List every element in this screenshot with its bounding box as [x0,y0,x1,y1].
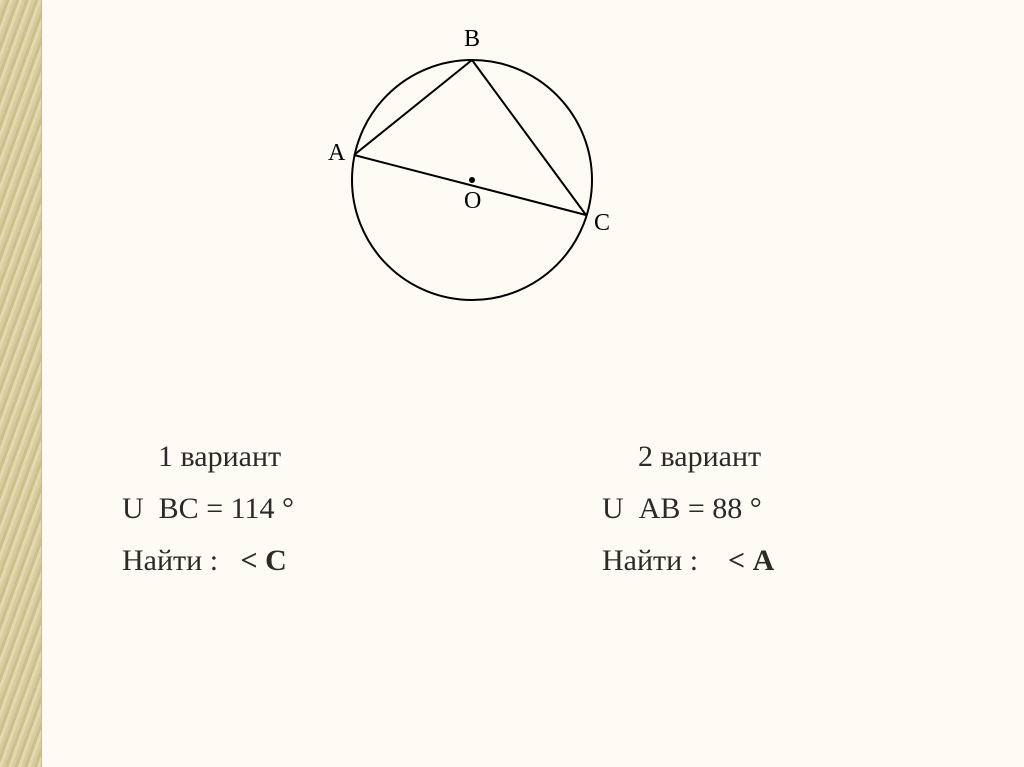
label-a: A [328,140,345,167]
arc-symbol: U [602,492,624,525]
find-label: Найти : [602,544,698,577]
find-target: < А [728,544,774,577]
decorative-left-strip [0,0,42,767]
arc-symbol: U [122,492,144,525]
variant-2-title: 2 вариант [602,440,982,474]
find-label: Найти : [122,544,218,577]
variant-2-find: Найти : < А [602,544,982,578]
label-b: B [464,26,480,53]
variant-2: 2 вариант U АВ = 88 ° Найти : < А [602,440,982,578]
arc-name: АВ [639,492,681,525]
variant-1: 1 вариант U ВС = 114 ° Найти : < С [122,440,502,578]
arc-name: ВС [159,492,199,525]
side-ab [354,60,472,155]
variant-2-given: U АВ = 88 ° [602,492,982,526]
diagram-svg [292,10,652,340]
arc-value: = 114 ° [206,492,294,525]
center-dot [469,177,475,183]
side-bc [472,60,586,215]
variant-1-find: Найти : < С [122,544,502,578]
variant-1-title: 1 вариант [122,440,502,474]
label-c: C [594,210,610,237]
variant-1-given: U ВС = 114 ° [122,492,502,526]
problem-columns: 1 вариант U ВС = 114 ° Найти : < С 2 вар… [122,440,982,578]
arc-value: = 88 ° [688,492,762,525]
label-o: O [464,188,481,215]
find-target: < С [241,544,287,577]
geometry-diagram: A B C O [292,10,652,340]
slide-content: A B C O 1 вариант U ВС = 114 ° Найти : <… [42,0,1024,767]
